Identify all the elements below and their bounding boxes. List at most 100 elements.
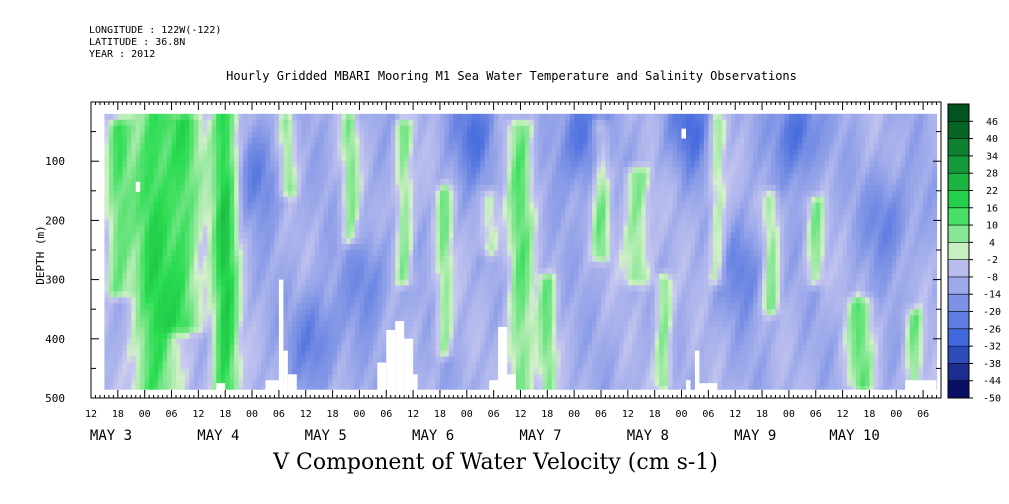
heatmap-cell bbox=[158, 238, 164, 245]
heatmap-cell bbox=[140, 196, 146, 204]
heatmap-cell bbox=[332, 362, 338, 369]
heatmap-cell bbox=[524, 374, 531, 381]
heatmap-cell bbox=[283, 232, 289, 239]
heatmap-cell bbox=[511, 119, 517, 127]
heatmap-cell bbox=[417, 143, 423, 150]
heatmap-cell bbox=[135, 155, 141, 162]
heatmap-cell bbox=[216, 356, 222, 364]
heatmap-cell bbox=[135, 309, 141, 316]
heatmap-cell bbox=[556, 184, 562, 192]
heatmap-cell bbox=[475, 386, 481, 390]
heatmap-cell bbox=[426, 279, 432, 287]
heatmap-cell bbox=[511, 261, 517, 269]
heatmap-cell bbox=[453, 178, 459, 186]
heatmap-cell bbox=[149, 149, 155, 156]
heatmap-cell bbox=[551, 119, 557, 127]
heatmap-cell bbox=[131, 113, 137, 121]
heatmap-cell bbox=[283, 149, 289, 156]
heatmap-cell bbox=[480, 202, 486, 210]
heatmap-cell bbox=[117, 344, 123, 352]
heatmap-cell bbox=[417, 368, 423, 375]
heatmap-cell bbox=[216, 374, 222, 381]
heatmap-cell bbox=[153, 267, 159, 275]
heatmap-cell bbox=[113, 214, 119, 221]
heatmap-cell bbox=[560, 321, 566, 328]
heatmap-cell bbox=[439, 315, 446, 322]
heatmap-cell bbox=[377, 149, 383, 156]
heatmap-cell bbox=[153, 315, 159, 322]
heatmap-cell bbox=[229, 291, 235, 298]
heatmap-cell bbox=[466, 350, 472, 358]
heatmap-cell bbox=[372, 131, 378, 139]
heatmap-cell bbox=[493, 155, 499, 162]
heatmap-cell bbox=[529, 255, 535, 263]
heatmap-cell bbox=[466, 226, 472, 233]
heatmap-cell bbox=[198, 238, 204, 245]
heatmap-cell bbox=[117, 273, 123, 281]
heatmap-cell bbox=[323, 196, 329, 204]
heatmap-cell bbox=[234, 332, 240, 340]
heatmap-cell bbox=[301, 267, 307, 275]
heatmap-cell bbox=[475, 321, 481, 328]
heatmap-cell bbox=[462, 315, 468, 322]
heatmap-cell bbox=[363, 362, 369, 369]
heatmap-cell bbox=[399, 238, 405, 245]
heatmap-cell bbox=[462, 202, 468, 210]
heatmap-cell bbox=[413, 196, 419, 204]
heatmap-cell bbox=[140, 285, 146, 293]
heatmap-cell bbox=[144, 131, 150, 139]
heatmap-cell bbox=[117, 202, 123, 210]
heatmap-cell bbox=[225, 356, 231, 364]
heatmap-cell bbox=[220, 184, 226, 192]
heatmap-cell bbox=[207, 220, 213, 227]
heatmap-cell bbox=[556, 279, 562, 287]
heatmap-cell bbox=[256, 196, 262, 204]
heatmap-cell bbox=[310, 374, 316, 381]
heatmap-cell bbox=[377, 226, 383, 233]
heatmap-cell bbox=[372, 321, 378, 328]
heatmap-cell bbox=[569, 238, 575, 245]
heatmap-cell bbox=[422, 113, 428, 121]
heatmap-cell bbox=[328, 202, 334, 210]
heatmap-cell bbox=[377, 309, 383, 316]
heatmap-cell bbox=[265, 125, 271, 133]
heatmap-cell bbox=[108, 238, 114, 245]
heatmap-cell bbox=[453, 374, 459, 381]
heatmap-cell bbox=[529, 273, 535, 281]
heatmap-cell bbox=[359, 173, 365, 180]
heatmap-cell bbox=[471, 131, 477, 139]
heatmap-cell bbox=[435, 125, 441, 133]
heatmap-cell bbox=[480, 190, 486, 198]
heatmap-cell bbox=[292, 273, 298, 281]
heatmap-cell bbox=[560, 255, 566, 263]
heatmap-cell bbox=[520, 167, 526, 174]
heatmap-cell bbox=[337, 380, 343, 387]
heatmap-cell bbox=[538, 149, 544, 156]
heatmap-cell bbox=[516, 131, 522, 139]
heatmap-cell bbox=[229, 131, 235, 139]
heatmap-cell bbox=[346, 173, 352, 180]
heatmap-cell bbox=[413, 220, 419, 227]
heatmap-cell bbox=[180, 143, 186, 150]
heatmap-cell bbox=[453, 285, 459, 293]
heatmap-cell bbox=[502, 113, 508, 121]
heatmap-cell bbox=[328, 173, 334, 180]
heatmap-cell bbox=[238, 368, 244, 375]
heatmap-cell bbox=[413, 303, 419, 310]
heatmap-cell bbox=[574, 344, 580, 352]
heatmap-cell bbox=[569, 344, 575, 352]
heatmap-cell bbox=[363, 232, 369, 239]
heatmap-cell bbox=[332, 356, 338, 364]
heatmap-cell bbox=[135, 149, 141, 156]
heatmap-cell bbox=[332, 184, 338, 192]
heatmap-cell bbox=[126, 315, 132, 322]
heatmap-cell bbox=[435, 338, 441, 346]
heatmap-cell bbox=[126, 125, 132, 133]
heatmap-cell bbox=[574, 184, 580, 192]
heatmap-cell bbox=[520, 220, 526, 227]
heatmap-cell bbox=[149, 208, 155, 216]
heatmap-cell bbox=[556, 321, 562, 328]
heatmap-cell bbox=[332, 267, 338, 275]
heatmap-cell bbox=[252, 309, 258, 316]
heatmap-cell bbox=[193, 137, 199, 145]
